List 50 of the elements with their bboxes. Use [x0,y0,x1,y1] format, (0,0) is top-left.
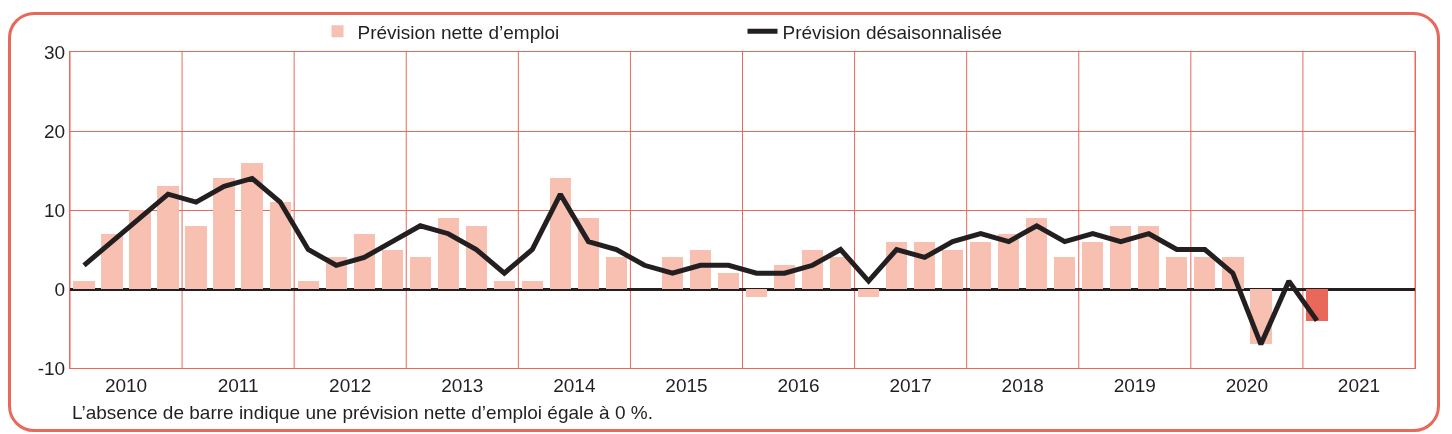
bar [157,186,179,289]
bar [382,250,403,289]
y-tick-label: 10 [44,199,66,221]
bar [185,226,207,289]
bar [1110,226,1131,289]
bar [718,273,739,289]
y-tick-label: 20 [44,120,66,142]
x-tick-label: 2020 [1225,374,1269,396]
bar [466,226,487,289]
x-tick-label: 2017 [889,374,932,396]
x-tick-label: 2012 [329,374,372,396]
x-tick-label: 2013 [441,374,484,396]
text: L’absence de barre indique une prévision nette d’emploi égale à 0 %. [72,402,653,423]
bar [1138,226,1159,289]
bar [213,178,235,289]
bar [746,289,767,297]
x-tick-label: 2021 [1337,374,1381,396]
bar [1082,242,1103,289]
bar [129,210,151,289]
x-tick-label: 2019 [1113,374,1156,396]
bar [970,242,991,289]
bar [494,281,515,289]
bar [270,202,291,289]
bar [942,250,963,289]
x-tick-label: 2016 [777,374,820,396]
bar [298,281,319,289]
x-tick-label: 2011 [217,374,259,396]
bar [1194,257,1215,289]
bar [606,257,627,289]
legend-label: Prévision désaisonnalisée [782,21,1003,43]
bar [550,178,571,289]
bar [438,218,459,289]
x-tick-label: 2010 [104,374,148,396]
bar [858,289,879,297]
bar [1166,257,1187,289]
bar [830,257,851,289]
bar [241,163,263,289]
y-tick-label: 0 [54,278,66,300]
bar [1026,218,1047,289]
bar [354,234,375,289]
x-tick-label: 2015 [665,374,708,396]
legend-label: Prévision nette d’emploi [357,21,560,43]
y-tick-label: -10 [37,357,66,379]
x-tick-label: 2014 [553,374,596,396]
bar [1054,257,1075,289]
bar [73,281,95,289]
y-tick-label: 30 [44,41,66,63]
bar [410,257,431,289]
x-tick-label: 2018 [1001,374,1044,396]
bar [522,281,543,289]
